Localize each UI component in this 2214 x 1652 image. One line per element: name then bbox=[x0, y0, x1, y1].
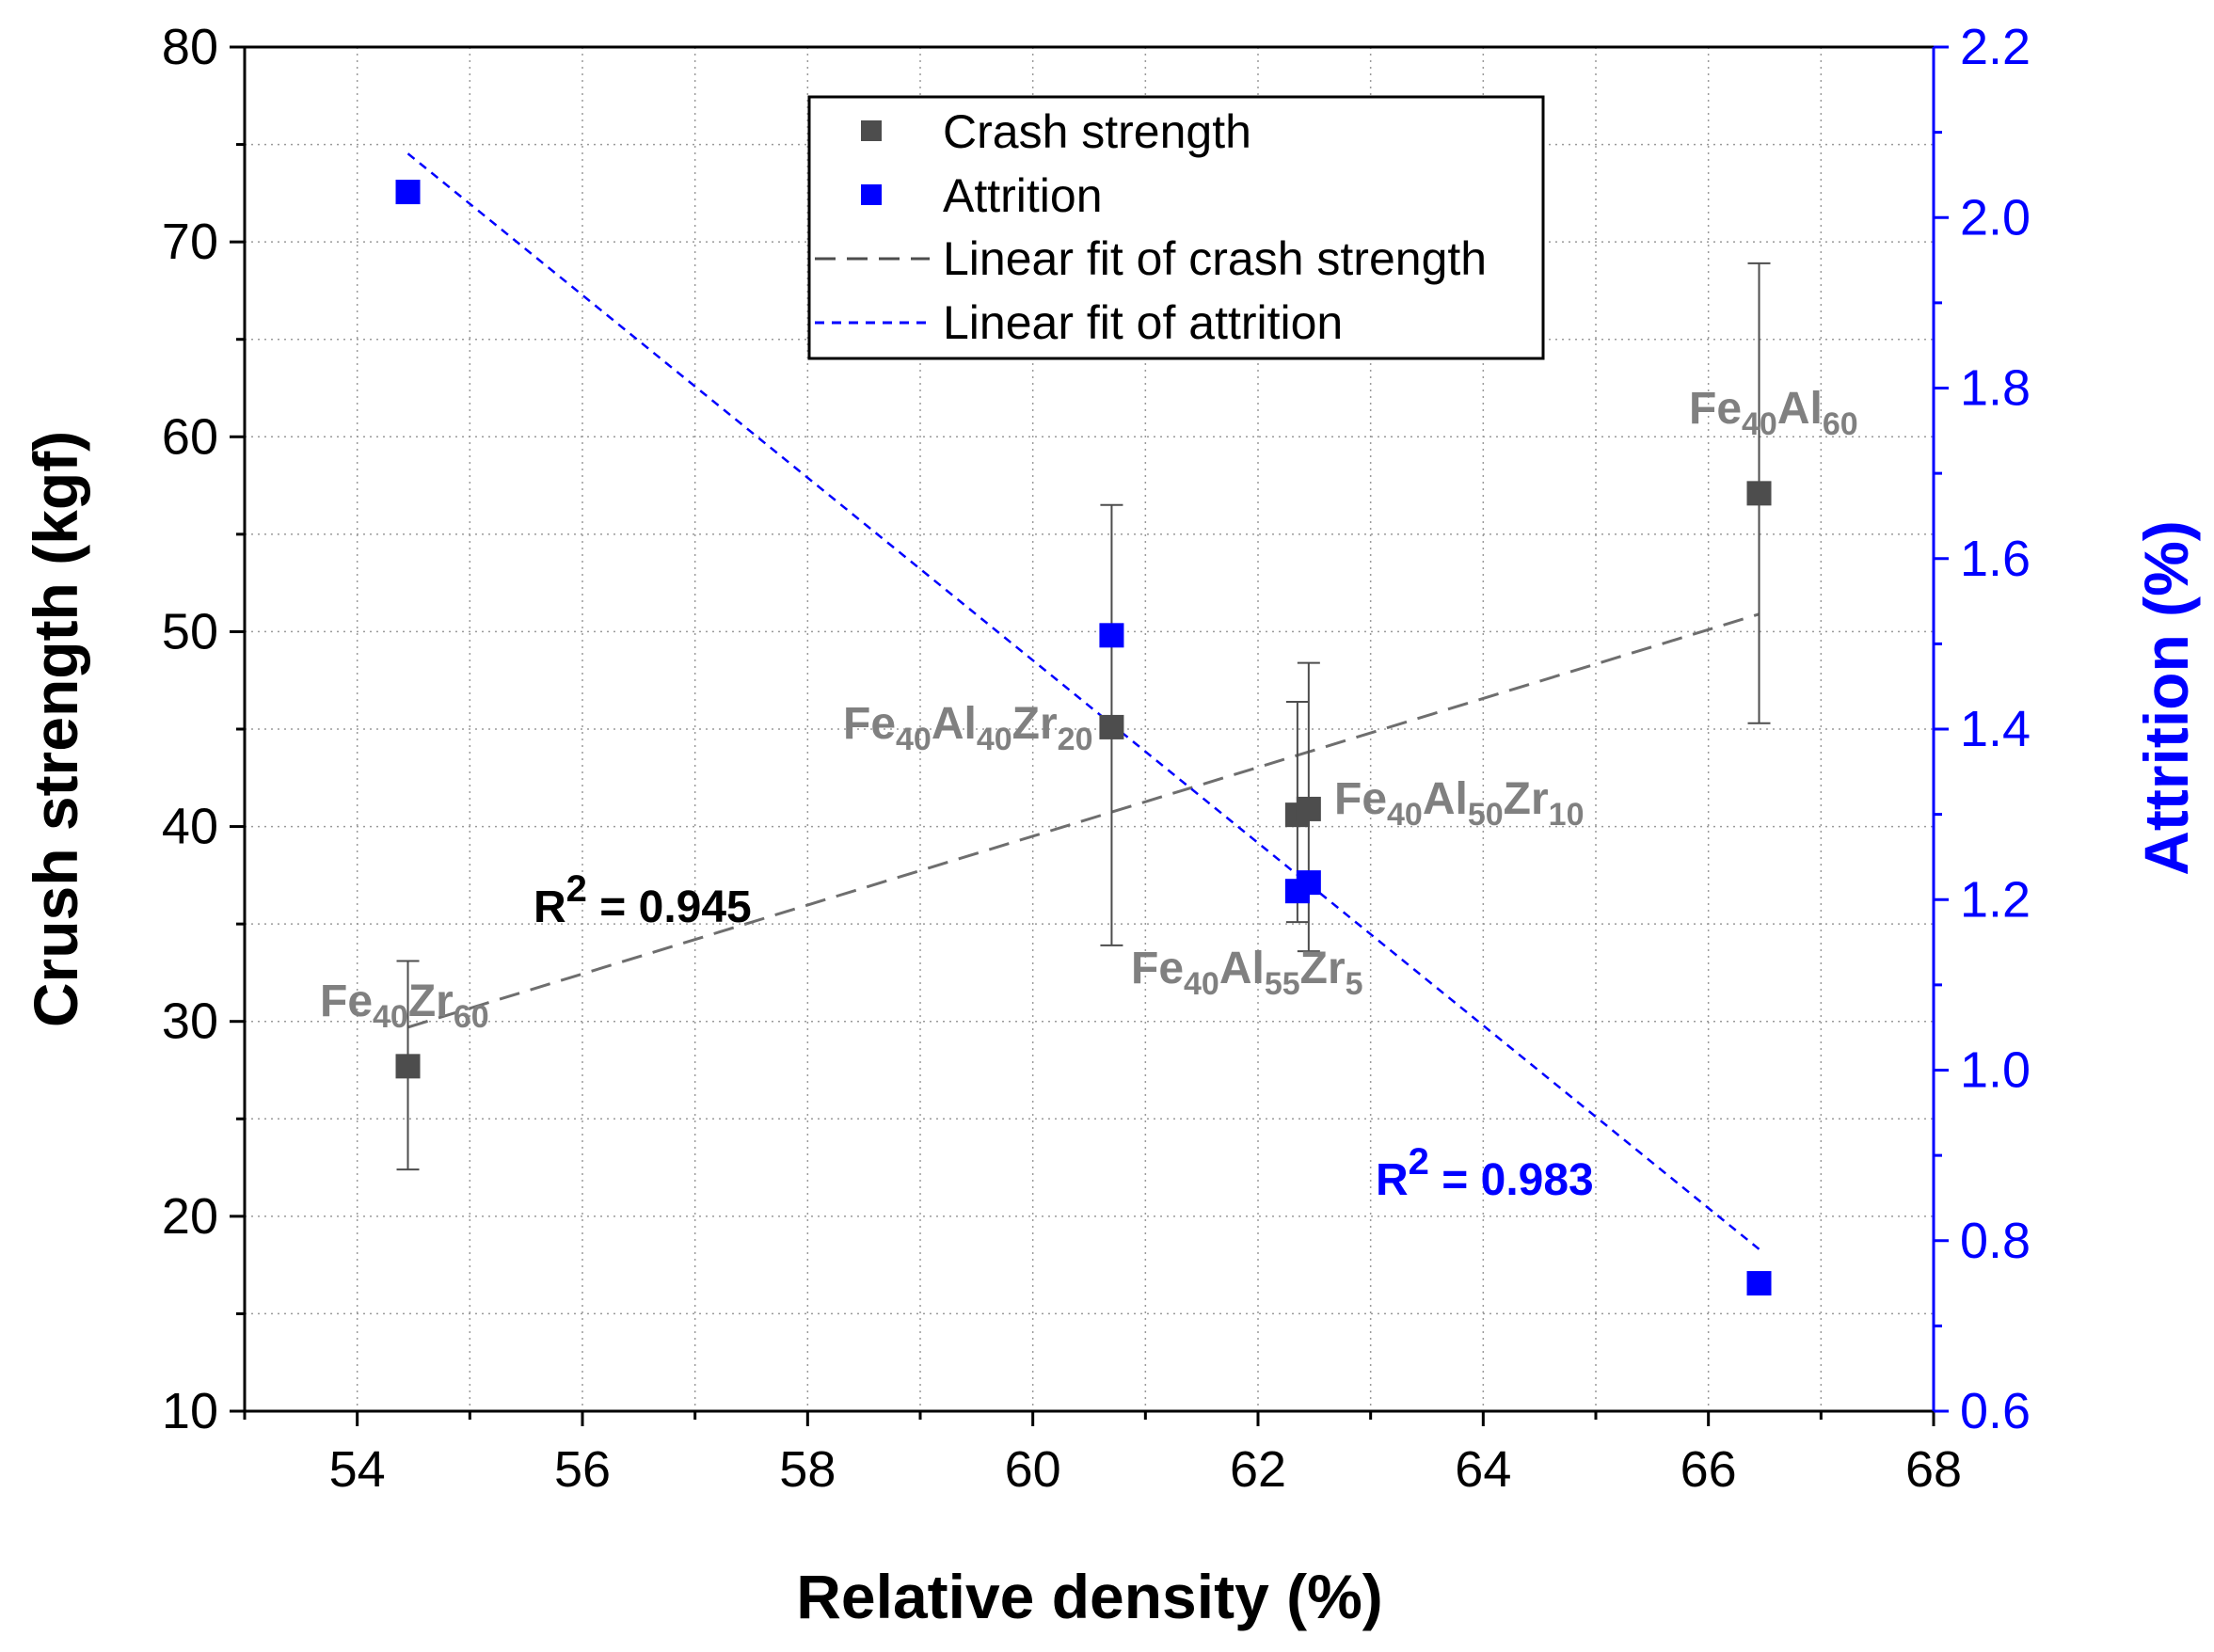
y-left-tick-label: 10 bbox=[162, 1383, 218, 1439]
y-axis-left-title: Crush strength (kgf) bbox=[21, 431, 90, 1027]
attrition-point bbox=[1746, 1271, 1772, 1296]
y-left-tick-label: 60 bbox=[162, 408, 218, 465]
y-right-tick-label: 1.8 bbox=[1960, 360, 2031, 417]
x-tick-label: 68 bbox=[1905, 1441, 1962, 1498]
legend-marker-attrition bbox=[861, 184, 882, 205]
annotations: R2 = 0.945 R2 = 0.983 Fe40Zr60 Fe40Al40Zr20… bbox=[320, 384, 1858, 1205]
x-tick-label: 60 bbox=[1005, 1441, 1061, 1498]
y-right-tick-label: 0.6 bbox=[1960, 1383, 2031, 1439]
fit-line-attrition bbox=[406, 152, 1760, 1250]
y-left-tick-label: 80 bbox=[162, 19, 218, 75]
x-tick-label: 54 bbox=[329, 1441, 386, 1498]
legend-label-crush: Crash strength bbox=[943, 105, 1251, 158]
label-fe40al55zr5: Fe40Al55Zr5 bbox=[1131, 944, 1363, 1002]
x-tick-label: 66 bbox=[1680, 1441, 1737, 1498]
legend: Crash strength Attrition Linear fit of c… bbox=[807, 95, 1545, 360]
x-axis-title: Relative density (%) bbox=[796, 1562, 1383, 1631]
crush-point bbox=[395, 1054, 421, 1079]
x-tick-label: 64 bbox=[1455, 1441, 1511, 1498]
r2-crush-label: R2 = 0.945 bbox=[534, 868, 752, 932]
legend-box bbox=[807, 95, 1545, 360]
y-left-tick-label: 20 bbox=[162, 1188, 218, 1245]
legend-label-crush-fit: Linear fit of crash strength bbox=[943, 232, 1487, 285]
label-fe40zr60: Fe40Zr60 bbox=[320, 977, 489, 1035]
data-points bbox=[395, 180, 1772, 1296]
y-right-tick-label: 1.6 bbox=[1960, 531, 2031, 587]
x-tick-label: 56 bbox=[554, 1441, 611, 1498]
y-left-tick-label: 50 bbox=[162, 603, 218, 659]
fit-lines bbox=[406, 152, 1760, 1250]
legend-label-attrition-fit: Linear fit of attrition bbox=[943, 296, 1343, 349]
y-right-tick-label: 1.4 bbox=[1960, 701, 2031, 757]
y-right-tick-label: 2.2 bbox=[1960, 19, 2031, 75]
y-left-tick-label: 40 bbox=[162, 799, 218, 855]
y-right-tick-label: 0.8 bbox=[1960, 1213, 2031, 1269]
x-tick-label: 58 bbox=[779, 1441, 836, 1498]
crush-point bbox=[1746, 481, 1772, 506]
y-right-tick-label: 1.0 bbox=[1960, 1042, 2031, 1099]
y-right-tick-label: 2.0 bbox=[1960, 189, 2031, 246]
label-fe40al60: Fe40Al60 bbox=[1689, 384, 1858, 442]
error-bars bbox=[396, 262, 1771, 1171]
attrition-point bbox=[395, 180, 421, 205]
label-fe40al40zr20: Fe40Al40Zr20 bbox=[843, 699, 1093, 757]
crush-point bbox=[1099, 714, 1124, 739]
fit-line-crush bbox=[407, 612, 1760, 1029]
y-left-tick-label: 70 bbox=[162, 214, 218, 270]
attrition-point bbox=[1296, 870, 1321, 896]
legend-label-attrition: Attrition bbox=[943, 169, 1103, 222]
x-tick-label: 62 bbox=[1230, 1441, 1286, 1498]
y-axis-right-title: Attrition (%) bbox=[2131, 520, 2201, 876]
crush-point bbox=[1296, 796, 1321, 821]
axes: 54 56 58 60 62 64 66 68 10 20 30 40 50 60 70 80 0.6 0.8 1.… bbox=[162, 19, 2031, 1498]
y-left-tick-label: 30 bbox=[162, 993, 218, 1050]
r2-attrition-label: R2 = 0.983 bbox=[1376, 1141, 1594, 1205]
legend-marker-crush bbox=[861, 120, 882, 141]
attrition-point bbox=[1099, 623, 1124, 648]
y-right-tick-label: 1.2 bbox=[1960, 871, 2031, 928]
label-fe40al50zr10: Fe40Al50Zr10 bbox=[1334, 774, 1585, 833]
